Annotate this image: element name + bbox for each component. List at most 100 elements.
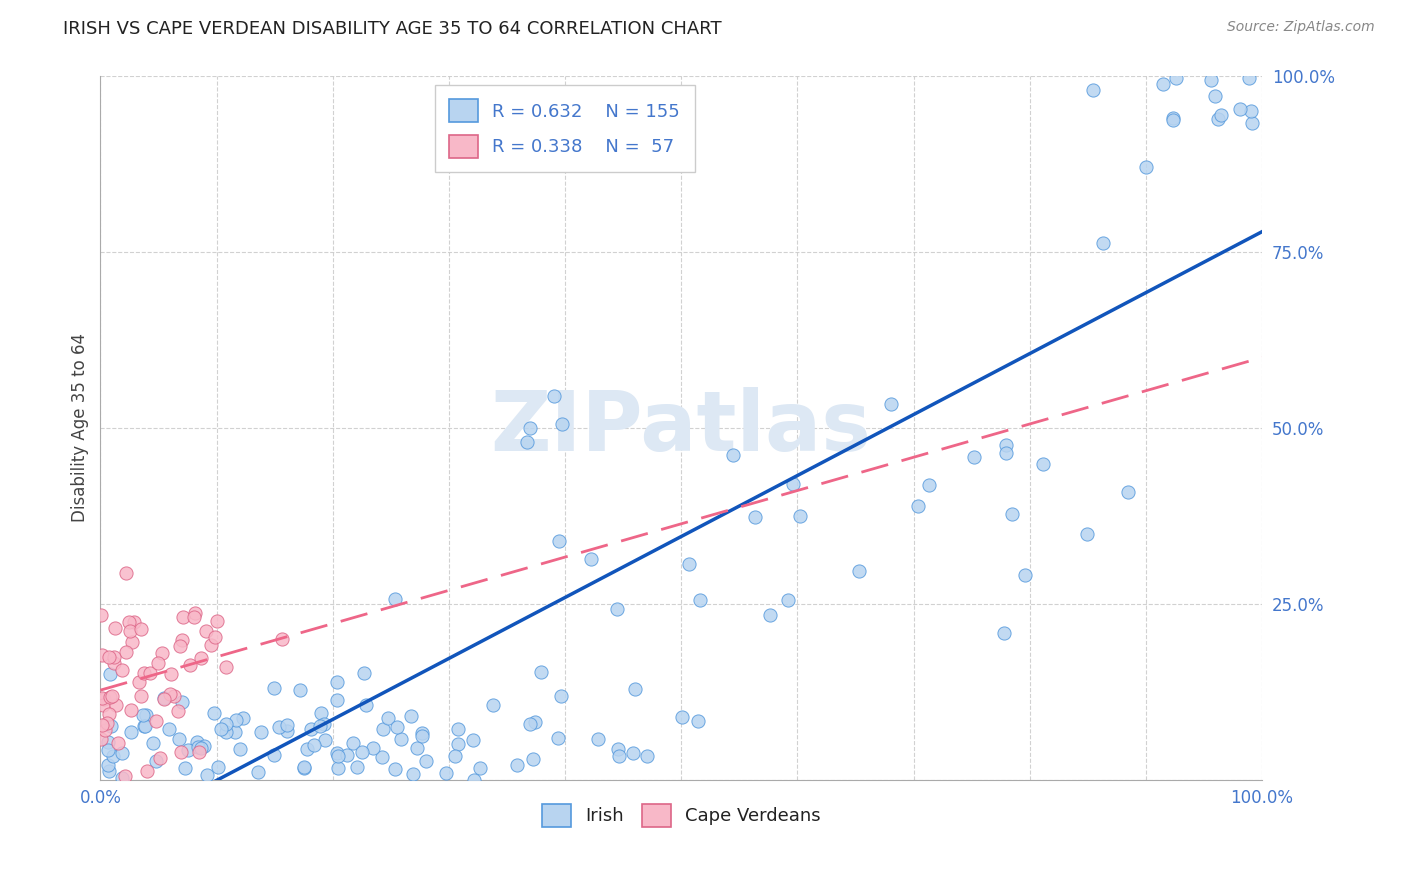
Point <box>114 769 136 783</box>
Point <box>371 723 394 737</box>
Point <box>384 592 406 607</box>
Point <box>1204 89 1226 103</box>
Point <box>163 689 186 703</box>
Point <box>91 718 114 732</box>
Point <box>120 703 142 717</box>
Point <box>371 749 394 764</box>
Point <box>91 691 114 706</box>
Point <box>187 740 209 755</box>
Point <box>97 735 120 749</box>
Point <box>145 754 167 768</box>
Point <box>506 758 529 772</box>
Point <box>1240 103 1263 118</box>
Point <box>167 704 190 718</box>
Point <box>188 745 211 759</box>
Point <box>120 624 142 639</box>
Point <box>607 742 630 756</box>
Point <box>172 695 194 709</box>
Point <box>308 719 330 733</box>
Point <box>224 725 246 739</box>
Point <box>276 723 298 738</box>
Point <box>411 729 433 743</box>
Point <box>246 764 269 779</box>
Point <box>993 626 1015 640</box>
Point <box>522 751 544 765</box>
Point <box>356 698 378 712</box>
Point <box>721 448 744 462</box>
Point <box>605 602 627 616</box>
Point <box>135 707 157 722</box>
Point <box>98 706 121 721</box>
Y-axis label: Disability Age 35 to 64: Disability Age 35 to 64 <box>72 333 89 522</box>
Point <box>139 665 162 680</box>
Point <box>111 747 134 761</box>
Point <box>193 739 215 753</box>
Point <box>152 691 174 706</box>
Point <box>174 761 197 775</box>
Point <box>671 710 693 724</box>
Point <box>624 681 647 696</box>
Point <box>128 675 150 690</box>
Point <box>169 639 191 653</box>
Point <box>149 751 172 765</box>
Point <box>463 772 485 787</box>
Point <box>132 719 155 733</box>
Point <box>179 657 201 672</box>
Point <box>214 660 236 674</box>
Point <box>519 421 541 435</box>
Point <box>232 711 254 725</box>
Point <box>136 764 159 778</box>
Point <box>1000 507 1022 521</box>
Point <box>132 665 155 680</box>
Point <box>342 737 364 751</box>
Point <box>523 714 546 729</box>
Point <box>1032 457 1054 471</box>
Point <box>581 552 603 566</box>
Point <box>776 593 799 607</box>
Point <box>190 740 212 755</box>
Point <box>129 622 152 636</box>
Point <box>548 533 571 548</box>
Point <box>97 764 120 778</box>
Point <box>447 722 470 736</box>
Point <box>384 762 406 776</box>
Point <box>529 665 551 679</box>
Point <box>963 450 986 465</box>
Point <box>103 650 125 665</box>
Point <box>389 731 412 746</box>
Point <box>101 749 124 764</box>
Point <box>1229 102 1251 116</box>
Point <box>550 690 572 704</box>
Point <box>214 716 236 731</box>
Point <box>104 621 127 635</box>
Point <box>744 510 766 524</box>
Text: IRISH VS CAPE VERDEAN DISABILITY AGE 35 TO 64 CORRELATION CHART: IRISH VS CAPE VERDEAN DISABILITY AGE 35 … <box>63 20 721 37</box>
Point <box>93 692 115 706</box>
Point <box>97 649 120 664</box>
Point <box>91 648 114 662</box>
Point <box>326 693 349 707</box>
Point <box>326 761 349 775</box>
Point <box>406 741 429 756</box>
Point <box>97 758 120 772</box>
Point <box>98 690 121 704</box>
Point <box>159 687 181 701</box>
Point <box>124 615 146 629</box>
Point <box>1135 160 1157 174</box>
Point <box>361 741 384 756</box>
Point <box>1201 60 1223 74</box>
Point <box>689 593 711 607</box>
Point <box>90 731 112 746</box>
Point <box>325 746 347 760</box>
Point <box>1081 82 1104 96</box>
Point <box>118 615 141 629</box>
Point <box>207 760 229 774</box>
Point <box>100 719 122 733</box>
Point <box>292 760 315 774</box>
Point <box>621 747 644 761</box>
Point <box>336 748 359 763</box>
Point <box>314 716 336 731</box>
Point <box>157 723 180 737</box>
Point <box>848 564 870 578</box>
Point <box>782 476 804 491</box>
